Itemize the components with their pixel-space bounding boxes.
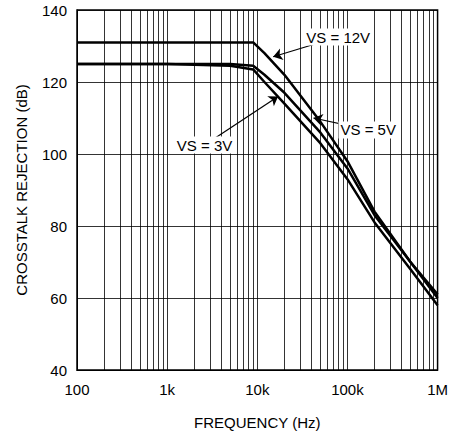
- svg-text:100: 100: [42, 146, 67, 163]
- svg-text:FREQUENCY (Hz): FREQUENCY (Hz): [194, 414, 320, 431]
- svg-text:100k: 100k: [331, 381, 364, 398]
- svg-text:CROSSTALK REJECTION (dB): CROSSTALK REJECTION (dB): [13, 84, 30, 295]
- svg-text:60: 60: [50, 290, 67, 307]
- svg-text:80: 80: [50, 218, 67, 235]
- svg-text:VS = 3V: VS = 3V: [177, 137, 232, 154]
- svg-text:VS = 5V: VS = 5V: [340, 121, 395, 138]
- svg-text:100: 100: [64, 381, 89, 398]
- svg-text:1k: 1k: [159, 381, 175, 398]
- svg-text:140: 140: [42, 2, 67, 19]
- svg-text:120: 120: [42, 74, 67, 91]
- svg-text:40: 40: [50, 362, 67, 379]
- svg-text:1M: 1M: [427, 381, 448, 398]
- svg-text:VS = 12V: VS = 12V: [306, 29, 370, 46]
- svg-text:10k: 10k: [245, 381, 270, 398]
